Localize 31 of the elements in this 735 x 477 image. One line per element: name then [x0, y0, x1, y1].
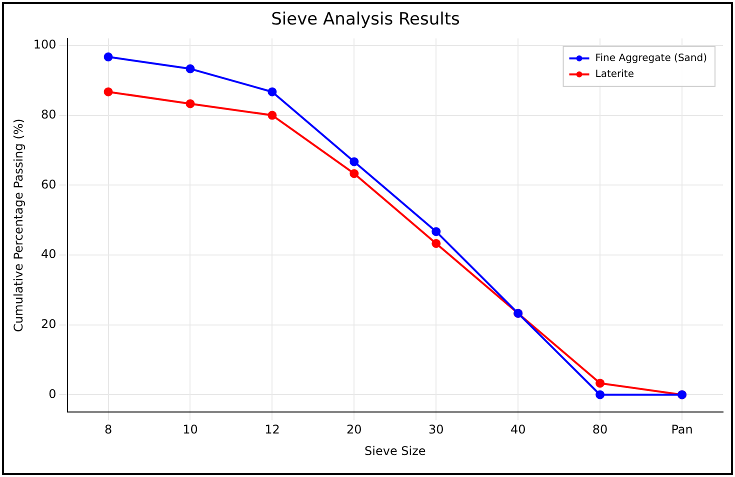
- x-tick-label: 30: [428, 422, 444, 437]
- point: [104, 52, 113, 62]
- point: [186, 64, 195, 74]
- legend-label: Fine Aggregate (Sand): [595, 52, 708, 64]
- x-tick-label: Pan: [671, 422, 693, 437]
- point: [596, 390, 605, 400]
- point: [268, 87, 277, 96]
- x-tick-label: 10: [182, 422, 198, 437]
- y-tick-label: 20: [41, 316, 56, 331]
- point: [350, 169, 359, 178]
- point: [104, 87, 113, 96]
- y-tick-label: 100: [33, 38, 56, 52]
- x-tick-label: 80: [592, 422, 608, 437]
- point: [432, 227, 441, 236]
- chart-title: Sieve Analysis Results: [271, 10, 460, 30]
- point: [596, 378, 605, 388]
- point: [432, 238, 441, 248]
- point: [186, 99, 195, 108]
- y-axis-title: Cumulative Percentage Passing (%): [11, 118, 26, 332]
- y-tick-label: 40: [41, 247, 56, 262]
- y-tick-label: 80: [41, 107, 56, 122]
- y-tick-label: 60: [41, 177, 56, 192]
- x-axis-title: Sieve Size: [364, 444, 426, 458]
- x-tick-label: 12: [264, 422, 280, 437]
- y-tick-label: 0: [48, 386, 56, 401]
- point: [350, 157, 359, 166]
- x-tick-label: 40: [510, 422, 526, 437]
- x-tick-label: 8: [104, 422, 112, 437]
- x-tick-label: 20: [346, 422, 362, 437]
- point: [268, 110, 277, 120]
- legend-label: Laterite: [595, 68, 634, 80]
